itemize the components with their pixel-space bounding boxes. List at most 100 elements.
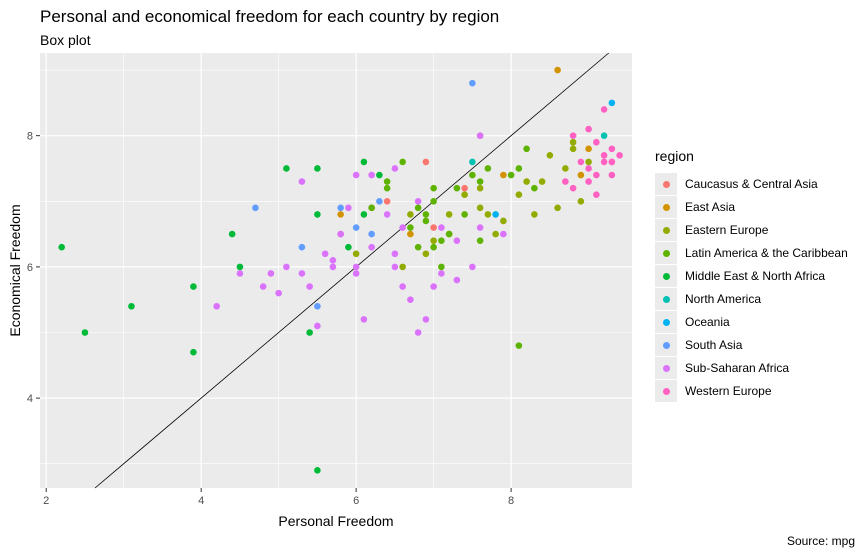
data-point-south-asia <box>337 204 344 212</box>
legend-key <box>655 241 677 264</box>
data-point-sub-saharan-africa <box>267 270 275 277</box>
data-point-middle-east-north-africa <box>376 171 383 179</box>
data-point-eastern-europe <box>500 217 507 225</box>
data-point-sub-saharan-africa <box>391 250 399 258</box>
data-point-east-asia <box>337 211 344 218</box>
data-point-sub-saharan-africa <box>414 329 422 336</box>
data-point-western-europe <box>569 184 577 192</box>
data-point-eastern-europe <box>422 250 430 258</box>
data-point-western-europe <box>608 158 616 166</box>
data-point-eastern-europe <box>569 138 577 146</box>
data-point-sub-saharan-africa <box>298 270 306 277</box>
data-point-sub-saharan-africa <box>329 257 337 264</box>
legend-label: South Asia <box>685 337 743 352</box>
data-point-sub-saharan-africa <box>391 263 399 271</box>
data-point-western-europe <box>600 152 608 159</box>
data-point-middle-east-north-africa <box>236 263 244 271</box>
legend-key <box>655 287 677 310</box>
legend-dot <box>663 272 670 280</box>
legend-label: Sub-Saharan Africa <box>685 360 790 375</box>
data-point-eastern-europe <box>476 204 484 212</box>
data-point-latin-america-the-caribbean <box>422 211 430 218</box>
y-tick-label: 4 <box>27 393 33 405</box>
data-point-sub-saharan-africa <box>360 316 368 323</box>
data-point-latin-america-the-caribbean <box>399 158 406 166</box>
data-point-latin-america-the-caribbean <box>383 184 391 192</box>
data-point-eastern-europe <box>461 191 468 199</box>
data-point-latin-america-the-caribbean <box>507 171 515 179</box>
data-point-sub-saharan-africa <box>476 224 484 231</box>
data-point-latin-america-the-caribbean <box>430 197 437 205</box>
data-point-sub-saharan-africa <box>345 204 352 212</box>
legend-title: region <box>655 148 694 164</box>
legend-key <box>655 333 677 356</box>
data-point-oceania <box>608 99 616 107</box>
legend-item: North America <box>655 287 848 310</box>
data-point-western-europe <box>577 158 585 166</box>
legend-dot <box>663 387 670 395</box>
data-point-sub-saharan-africa <box>399 283 406 290</box>
data-point-latin-america-the-caribbean <box>422 217 430 225</box>
data-point-sub-saharan-africa <box>500 230 507 238</box>
legend-item: Western Europe <box>655 379 848 402</box>
data-point-south-asia <box>252 204 259 212</box>
data-point-south-asia <box>314 302 321 310</box>
x-axis-title: Personal Freedom <box>278 513 393 529</box>
data-point-eastern-europe <box>577 197 585 205</box>
data-point-western-europe <box>569 132 577 139</box>
data-point-sub-saharan-africa <box>453 276 461 284</box>
legend-item: Middle East & North Africa <box>655 264 848 287</box>
data-point-sub-saharan-africa <box>329 263 337 271</box>
data-point-sub-saharan-africa <box>337 230 344 238</box>
data-point-east-asia <box>585 145 592 153</box>
legend-dot <box>663 318 670 326</box>
data-point-eastern-europe <box>569 145 577 153</box>
data-point-sub-saharan-africa <box>213 302 220 310</box>
legend-key <box>655 172 677 195</box>
data-point-middle-east-north-africa <box>314 466 321 474</box>
data-point-middle-east-north-africa <box>306 329 313 336</box>
data-point-eastern-europe <box>531 211 538 218</box>
data-point-latin-america-the-caribbean <box>368 204 375 212</box>
data-point-east-asia <box>577 171 585 179</box>
data-point-sub-saharan-africa <box>438 270 445 277</box>
data-point-eastern-europe <box>492 230 499 238</box>
legend-item: Sub-Saharan Africa <box>655 356 848 379</box>
data-point-sub-saharan-africa <box>368 243 375 251</box>
data-point-middle-east-north-africa <box>58 243 65 251</box>
data-point-caucasus-central-asia <box>461 184 468 192</box>
data-point-latin-america-the-caribbean <box>476 178 484 185</box>
x-tick-label: 6 <box>353 495 359 507</box>
data-point-eastern-europe <box>399 263 406 271</box>
data-point-western-europe <box>562 178 569 185</box>
data-point-south-asia <box>376 197 383 205</box>
legend-dot <box>663 203 670 211</box>
legend-key <box>655 356 677 379</box>
legend-item: Latin America & the Caribbean <box>655 241 848 264</box>
data-point-latin-america-the-caribbean <box>430 243 437 251</box>
data-point-sub-saharan-africa <box>275 289 282 297</box>
data-point-caucasus-central-asia <box>430 224 437 231</box>
data-point-middle-east-north-africa <box>360 158 368 166</box>
data-point-eastern-europe <box>562 165 569 172</box>
data-point-eastern-europe <box>585 158 592 166</box>
legend-key <box>655 218 677 241</box>
data-point-middle-east-north-africa <box>190 283 197 290</box>
data-point-latin-america-the-caribbean <box>523 145 530 153</box>
data-point-south-asia <box>298 243 306 251</box>
data-point-sub-saharan-africa <box>383 211 391 218</box>
data-point-latin-america-the-caribbean <box>407 224 414 231</box>
legend-item: South Asia <box>655 333 848 356</box>
plot-panel <box>40 53 632 488</box>
data-point-east-asia <box>500 171 507 179</box>
data-point-eastern-europe <box>445 211 453 218</box>
data-point-sub-saharan-africa <box>314 322 321 330</box>
legend-key <box>655 264 677 287</box>
data-point-latin-america-the-caribbean <box>445 230 453 238</box>
x-tick-label: 2 <box>43 495 49 507</box>
legend-items: Caucasus & Central Asia East Asia Eastern … <box>655 172 848 402</box>
data-point-middle-east-north-africa <box>190 348 197 356</box>
data-point-latin-america-the-caribbean <box>476 237 484 244</box>
data-point-east-asia <box>554 66 561 74</box>
